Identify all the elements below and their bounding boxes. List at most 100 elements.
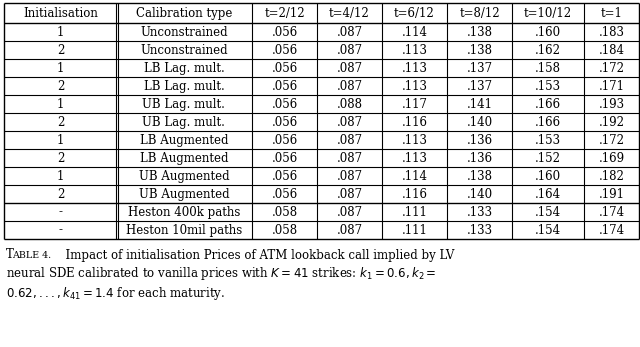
- Text: .087: .087: [337, 223, 363, 237]
- Text: .087: .087: [337, 187, 363, 201]
- Text: .113: .113: [401, 61, 428, 75]
- Text: Initialisation: Initialisation: [23, 7, 98, 19]
- Text: .087: .087: [337, 43, 363, 57]
- Text: .111: .111: [401, 205, 428, 219]
- Text: .133: .133: [467, 223, 493, 237]
- Text: .117: .117: [401, 98, 428, 110]
- Text: 2: 2: [57, 43, 64, 57]
- Text: .137: .137: [467, 61, 493, 75]
- Text: .136: .136: [467, 152, 493, 164]
- Text: .153: .153: [535, 79, 561, 93]
- Text: .056: .056: [272, 43, 298, 57]
- Text: 1: 1: [57, 169, 64, 183]
- Text: t=2/12: t=2/12: [265, 7, 305, 19]
- Text: .154: .154: [535, 205, 561, 219]
- Text: .056: .056: [272, 187, 298, 201]
- Text: .087: .087: [337, 25, 363, 39]
- Text: .164: .164: [535, 187, 561, 201]
- Text: $0.62, ..., k_{41} = 1.4$ for each maturity.: $0.62, ..., k_{41} = 1.4$ for each matur…: [6, 285, 225, 302]
- Text: .087: .087: [337, 169, 363, 183]
- Text: .056: .056: [272, 152, 298, 164]
- Text: .172: .172: [598, 134, 625, 146]
- Text: .058: .058: [272, 223, 298, 237]
- Text: .113: .113: [401, 79, 428, 93]
- Text: Heston 400k paths: Heston 400k paths: [128, 205, 240, 219]
- Text: .056: .056: [272, 25, 298, 39]
- Text: LB Augmented: LB Augmented: [140, 152, 228, 164]
- Text: 1: 1: [57, 98, 64, 110]
- Text: .138: .138: [467, 25, 493, 39]
- Text: .087: .087: [337, 79, 363, 93]
- Text: 1: 1: [57, 61, 64, 75]
- Text: .140: .140: [467, 116, 493, 128]
- Text: UB Lag. mult.: UB Lag. mult.: [143, 116, 225, 128]
- Text: .162: .162: [535, 43, 561, 57]
- Text: .113: .113: [401, 134, 428, 146]
- Text: .088: .088: [337, 98, 362, 110]
- Text: 1: 1: [57, 134, 64, 146]
- Text: .111: .111: [401, 223, 428, 237]
- Text: .193: .193: [598, 98, 625, 110]
- Text: LB Lag. mult.: LB Lag. mult.: [143, 79, 224, 93]
- Text: UB Augmented: UB Augmented: [139, 169, 229, 183]
- Text: .140: .140: [467, 187, 493, 201]
- Text: 2: 2: [57, 187, 64, 201]
- Text: .171: .171: [598, 79, 625, 93]
- Text: Impact of initialisation Prices of ATM lookback call implied by LV: Impact of initialisation Prices of ATM l…: [58, 248, 454, 262]
- Text: .158: .158: [535, 61, 561, 75]
- Text: Calibration type: Calibration type: [136, 7, 232, 19]
- Text: UB Augmented: UB Augmented: [139, 187, 229, 201]
- Text: 1: 1: [57, 25, 64, 39]
- Text: 2: 2: [57, 116, 64, 128]
- Text: T: T: [6, 248, 14, 262]
- Text: .133: .133: [467, 205, 493, 219]
- Text: .174: .174: [598, 223, 625, 237]
- Text: .056: .056: [272, 98, 298, 110]
- Text: .137: .137: [467, 79, 493, 93]
- Text: .056: .056: [272, 116, 298, 128]
- Text: .114: .114: [401, 169, 428, 183]
- Text: .113: .113: [401, 43, 428, 57]
- Text: neural SDE calibrated to vanilla prices with $K = 41$ strikes: $k_1 = 0.6, k_2 =: neural SDE calibrated to vanilla prices …: [6, 265, 436, 282]
- Text: t=1: t=1: [600, 7, 623, 19]
- Text: .152: .152: [535, 152, 561, 164]
- Text: -: -: [58, 205, 63, 219]
- Text: -: -: [58, 223, 63, 237]
- Text: .141: .141: [467, 98, 493, 110]
- Text: .114: .114: [401, 25, 428, 39]
- Text: .169: .169: [598, 152, 625, 164]
- Text: .153: .153: [535, 134, 561, 146]
- Text: .183: .183: [598, 25, 625, 39]
- Text: .056: .056: [272, 61, 298, 75]
- Text: 2: 2: [57, 152, 64, 164]
- Text: .056: .056: [272, 169, 298, 183]
- Text: .182: .182: [598, 169, 625, 183]
- Text: .166: .166: [535, 98, 561, 110]
- Text: .087: .087: [337, 152, 363, 164]
- Text: .166: .166: [535, 116, 561, 128]
- Text: LB Lag. mult.: LB Lag. mult.: [143, 61, 224, 75]
- Text: Unconstrained: Unconstrained: [140, 43, 228, 57]
- Text: .160: .160: [535, 25, 561, 39]
- Text: .138: .138: [467, 43, 493, 57]
- Text: 2: 2: [57, 79, 64, 93]
- Text: .087: .087: [337, 205, 363, 219]
- Text: .172: .172: [598, 61, 625, 75]
- Text: .136: .136: [467, 134, 493, 146]
- Text: .087: .087: [337, 116, 363, 128]
- Text: .087: .087: [337, 61, 363, 75]
- Text: .116: .116: [401, 116, 428, 128]
- Text: .056: .056: [272, 134, 298, 146]
- Text: .113: .113: [401, 152, 428, 164]
- Text: .160: .160: [535, 169, 561, 183]
- Text: .184: .184: [598, 43, 625, 57]
- Text: t=8/12: t=8/12: [459, 7, 500, 19]
- Text: .154: .154: [535, 223, 561, 237]
- Text: t=4/12: t=4/12: [329, 7, 370, 19]
- Text: .087: .087: [337, 134, 363, 146]
- Text: .116: .116: [401, 187, 428, 201]
- Text: LB Augmented: LB Augmented: [140, 134, 228, 146]
- Text: Heston 10mil paths: Heston 10mil paths: [125, 223, 242, 237]
- Text: t=10/12: t=10/12: [524, 7, 572, 19]
- Text: ABLE 4.: ABLE 4.: [13, 251, 52, 260]
